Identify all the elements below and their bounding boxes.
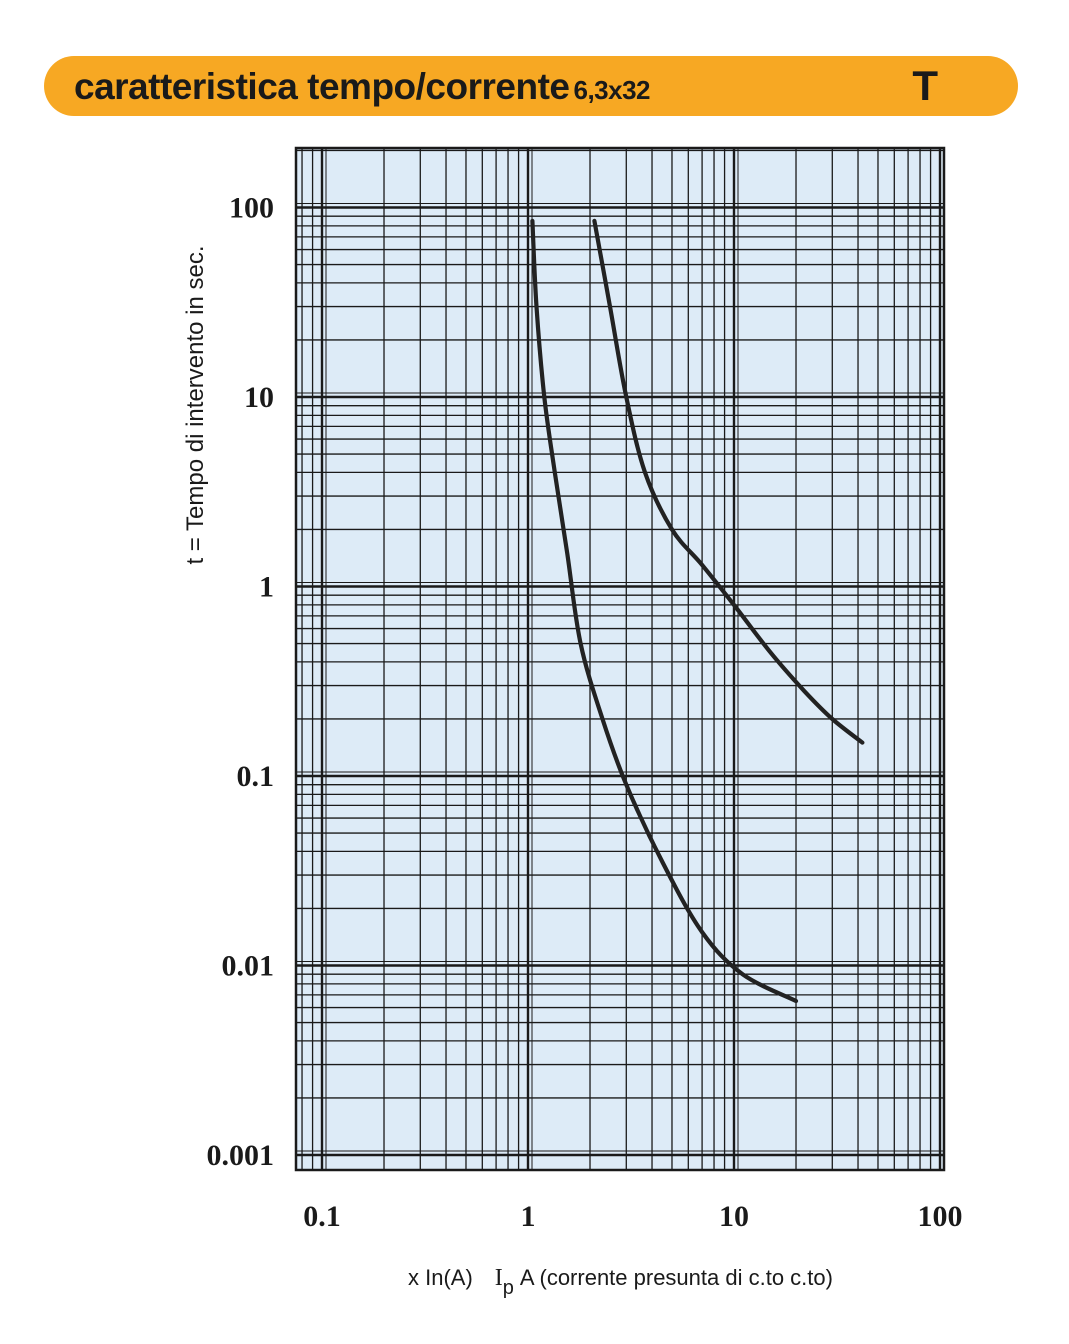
curve-line-min xyxy=(530,218,799,1004)
x-axis-label-symbol: I xyxy=(495,1265,503,1291)
x-axis-label: x In(A) Ip A (corrente presunta di c.to c.… xyxy=(408,1265,833,1299)
header-bar: caratteristica tempo/corrente 6,3x32 T xyxy=(44,56,1018,116)
y-tick-label: 0.1 xyxy=(237,760,275,793)
x-tick-labels: 0.1 1 10 100 xyxy=(303,1200,962,1233)
y-axis-label: t = Tempo di intervento in sec. xyxy=(182,245,209,564)
chart-title-text: caratteristica tempo/corrente xyxy=(74,66,570,107)
y-tick-labels: 0.001 0.01 0.1 1 10 100 xyxy=(207,192,275,1173)
y-tick-label: 1 xyxy=(259,571,274,604)
y-tick-label: 0.01 xyxy=(222,950,275,983)
x-tick-label: 1 xyxy=(521,1200,536,1233)
x-tick-label: 100 xyxy=(918,1200,963,1233)
plot-area xyxy=(296,148,944,1170)
y-tick-label: 100 xyxy=(229,192,274,225)
x-axis-label-suffix: A (corrente presunta di c.to c.to) xyxy=(520,1265,833,1290)
plot-frame xyxy=(294,146,946,1172)
chart-title: caratteristica tempo/corrente 6,3x32 xyxy=(74,66,651,108)
grid-lines xyxy=(296,148,945,1170)
y-tick-label: 0.001 xyxy=(207,1139,275,1172)
y-tick-label: 10 xyxy=(244,381,274,414)
curve-line-max xyxy=(592,218,865,745)
chart-subtitle: 6,3x32 xyxy=(573,75,651,105)
fuse-class-letter: T xyxy=(912,62,938,109)
x-tick-label: 0.1 xyxy=(303,1200,341,1233)
x-axis-label-subscript: p xyxy=(503,1277,514,1299)
x-tick-label: 10 xyxy=(719,1200,749,1233)
x-axis-label-prefix: x In(A) xyxy=(408,1265,473,1290)
curves xyxy=(530,218,865,1004)
